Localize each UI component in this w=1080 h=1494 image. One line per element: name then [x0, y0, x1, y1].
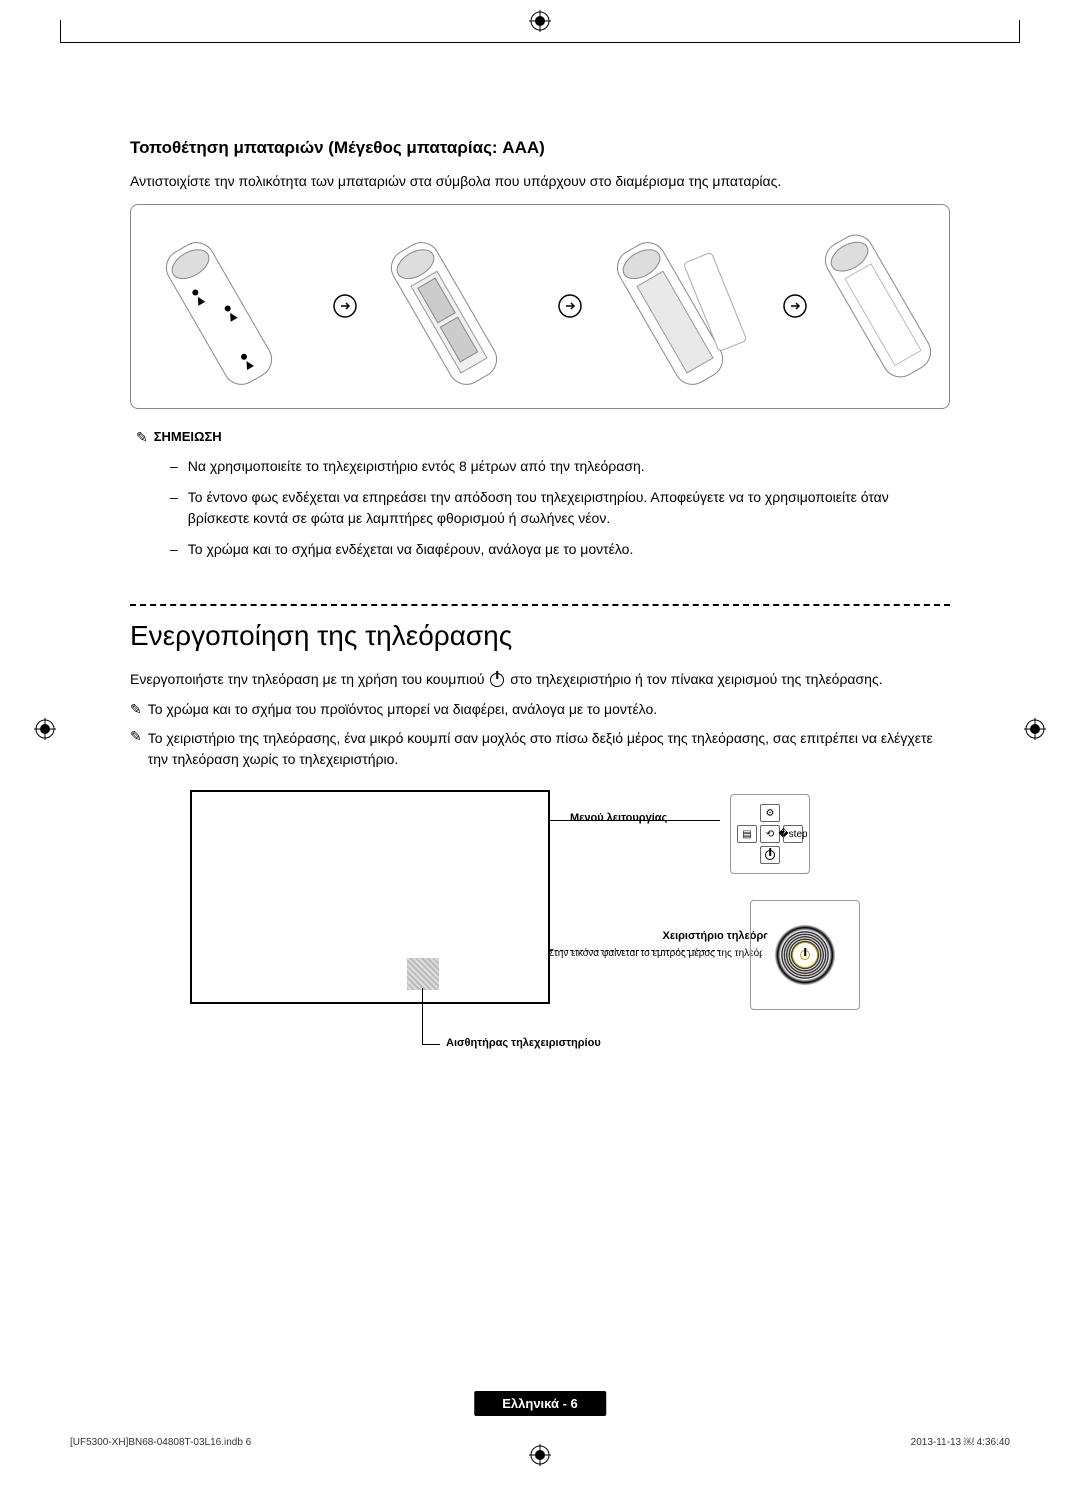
crop-mark	[1019, 20, 1020, 42]
registration-mark-icon	[34, 718, 56, 740]
battery-diagram	[130, 204, 950, 409]
function-menu-panel: ⚙ ▤ ⟲ �step	[730, 794, 810, 874]
section-title: Τοποθέτηση μπαταριών (Μέγεθος μπαταρίας:…	[130, 138, 950, 158]
note-label: ΣΗΜΕΙΩΣΗ	[154, 429, 222, 446]
note-icon: ✎	[136, 429, 148, 446]
settings-icon: ⚙	[760, 804, 780, 822]
tv-controller	[750, 900, 860, 1010]
crop-mark	[60, 20, 61, 42]
registration-mark-icon	[529, 10, 551, 32]
chapter-intro: Ενεργοποιήστε την τηλεόραση με τη χρήση …	[130, 670, 950, 690]
arrow-icon	[783, 294, 807, 318]
note-icon: ✎	[130, 728, 142, 770]
print-file: [UF5300-XH]BN68-04808T-03L16.indb 6	[70, 1437, 251, 1448]
callout-line	[422, 988, 423, 1044]
tv-sensor-area	[407, 958, 439, 990]
intro-text: Αντιστοιχίστε την πολικότητα των μπαταρι…	[130, 172, 950, 192]
registration-mark-icon	[1024, 718, 1046, 740]
arrow-icon	[333, 294, 357, 318]
return-icon: ⟲	[760, 825, 780, 843]
remote-step-2	[372, 221, 542, 391]
print-timestamp: 2013-11-13 ￼ 4:36:40	[911, 1437, 1010, 1448]
note-item: –Το χρώμα και το σχήμα ενδέχεται να διαφ…	[170, 539, 950, 560]
arrow-icon	[558, 294, 582, 318]
power-icon	[490, 673, 504, 687]
crop-mark	[60, 42, 1020, 43]
remote-step-1	[147, 221, 317, 391]
print-info: [UF5300-XH]BN68-04808T-03L16.indb 6 2013…	[70, 1437, 1010, 1448]
page-footer: Ελληνικά - 6	[474, 1391, 606, 1416]
chapter-bullet: Το χρώμα και το σχήμα του προϊόντος μπορ…	[148, 701, 657, 718]
remote-step-4	[823, 221, 933, 391]
chapter-title: Ενεργοποίηση της τηλεόρασης	[130, 620, 950, 652]
note-item: –Να χρησιμοποιείτε το τηλεχειριστήριο εν…	[170, 456, 950, 477]
section-divider	[130, 604, 950, 606]
callout-line	[422, 1044, 440, 1045]
menu-label: Μενού λειτουργίας	[570, 812, 667, 824]
note-item: –Το έντονο φως ενδέχεται να επηρεάσει τη…	[170, 487, 950, 529]
tv-diagram: Μενού λειτουργίας ⚙ ▤ ⟲ �step Χειριστήρι…	[190, 790, 890, 1070]
remote-step-3	[598, 221, 768, 391]
note-icon: ✎	[130, 701, 142, 718]
tv-frame	[190, 790, 550, 1004]
chapter-bullet: Το χειριστήριο της τηλεόρασης, ένα μικρό…	[148, 728, 950, 770]
source-icon: �step	[783, 825, 803, 843]
menu-icon: ▤	[737, 825, 757, 843]
sensor-label: Αισθητήρας τηλεχειριστηρίου	[446, 1037, 601, 1049]
power-icon	[760, 846, 780, 864]
